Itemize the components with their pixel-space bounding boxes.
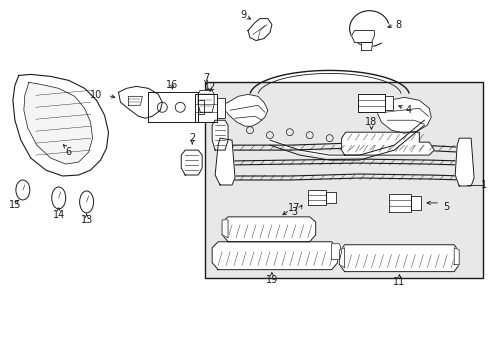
Polygon shape — [351, 31, 374, 42]
Polygon shape — [410, 196, 421, 210]
Polygon shape — [453, 248, 458, 265]
Text: 5: 5 — [442, 202, 448, 212]
Text: 19: 19 — [265, 275, 278, 285]
Polygon shape — [13, 75, 108, 176]
Polygon shape — [339, 245, 458, 272]
Text: 2: 2 — [189, 133, 195, 143]
Polygon shape — [385, 96, 393, 110]
Polygon shape — [377, 97, 430, 133]
Polygon shape — [339, 248, 344, 268]
Polygon shape — [212, 242, 337, 270]
Polygon shape — [222, 220, 227, 238]
Polygon shape — [217, 98, 224, 118]
Polygon shape — [181, 150, 202, 175]
Text: 3: 3 — [291, 207, 297, 217]
Text: 8: 8 — [395, 19, 401, 30]
Polygon shape — [212, 120, 227, 150]
Polygon shape — [357, 94, 385, 112]
Text: 7: 7 — [203, 73, 209, 84]
Polygon shape — [195, 94, 217, 122]
Text: 15: 15 — [9, 200, 21, 210]
Polygon shape — [247, 19, 271, 41]
Polygon shape — [331, 244, 341, 260]
Ellipse shape — [52, 187, 65, 209]
Bar — [205, 82, 482, 278]
Text: 1: 1 — [480, 180, 486, 190]
Polygon shape — [454, 138, 473, 186]
Polygon shape — [222, 217, 315, 242]
Polygon shape — [215, 138, 235, 185]
Polygon shape — [341, 132, 433, 155]
Text: 12: 12 — [203, 82, 216, 93]
Polygon shape — [24, 82, 92, 164]
Polygon shape — [388, 194, 410, 212]
Text: 4: 4 — [405, 105, 411, 115]
Ellipse shape — [16, 180, 30, 200]
Polygon shape — [325, 192, 335, 203]
Text: 17: 17 — [287, 203, 299, 213]
Text: 13: 13 — [81, 215, 93, 225]
Polygon shape — [307, 190, 325, 205]
Polygon shape — [361, 42, 372, 50]
Polygon shape — [148, 92, 198, 122]
Polygon shape — [128, 96, 142, 105]
Text: 11: 11 — [392, 276, 405, 287]
Ellipse shape — [80, 191, 93, 213]
Text: 14: 14 — [53, 210, 65, 220]
Polygon shape — [198, 100, 203, 114]
Text: 9: 9 — [240, 10, 245, 20]
Polygon shape — [198, 90, 214, 112]
Text: 6: 6 — [65, 147, 72, 157]
Text: 10: 10 — [90, 90, 102, 100]
Polygon shape — [118, 86, 162, 118]
Polygon shape — [222, 94, 267, 126]
Text: 18: 18 — [365, 117, 377, 127]
Text: 16: 16 — [166, 80, 178, 90]
